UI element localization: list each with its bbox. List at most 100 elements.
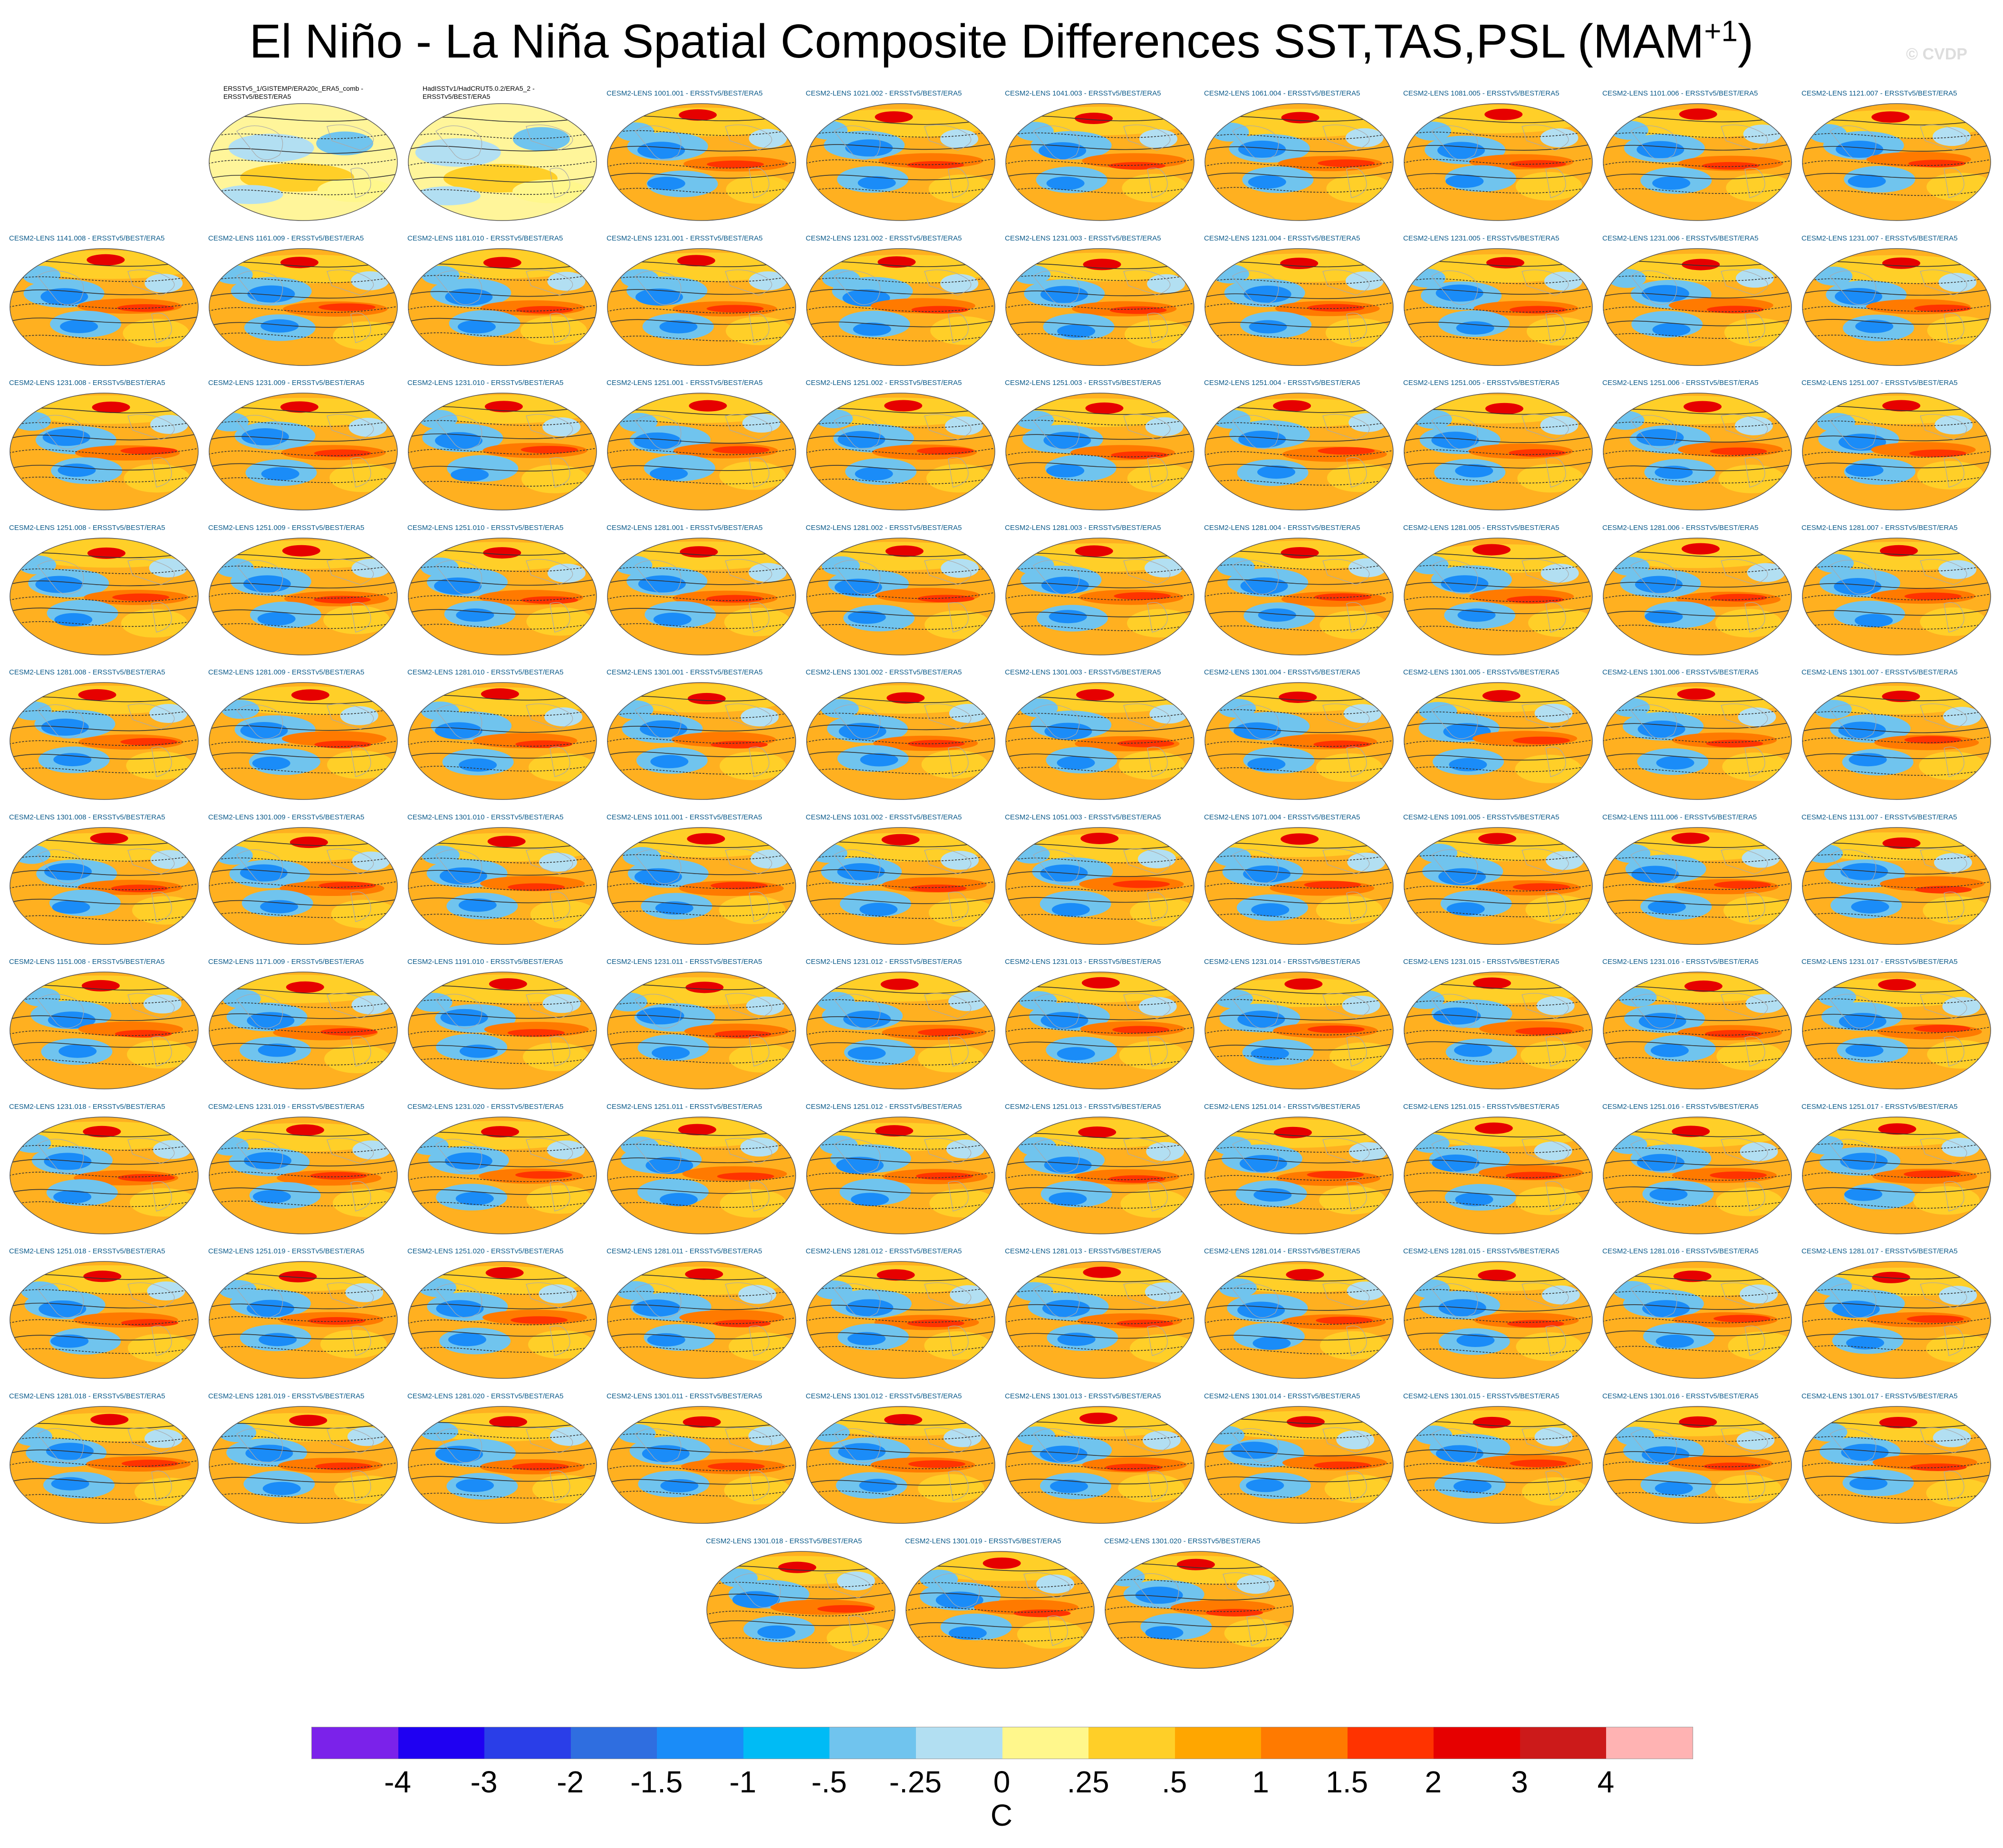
globe-map [1005, 248, 1194, 366]
panel-title: ERSSTv5_1/GISTEMP/ERA20c_ERA5_comb - ERS… [223, 85, 364, 100]
title-superscript: +1 [1704, 15, 1738, 48]
map-panel: CESM2-LENS 1251.017 - ERSSTv5/BEST/ERA5 [1801, 1103, 1992, 1241]
globe-map [10, 393, 199, 510]
panel-title: CESM2-LENS 1281.019 - ERSSTv5/BEST/ERA5 [208, 1392, 365, 1400]
panel-title: CESM2-LENS 1231.002 - ERSSTv5/BEST/ERA5 [806, 234, 962, 242]
panel-title: CESM2-LENS 1301.012 - ERSSTv5/BEST/ERA5 [806, 1392, 962, 1400]
map-panel: CESM2-LENS 1151.008 - ERSSTv5/BEST/ERA5 [9, 958, 199, 1096]
panel-title: CESM2-LENS 1231.010 - ERSSTv5/BEST/ERA5 [407, 379, 564, 387]
panel-title: CESM2-LENS 1281.002 - ERSSTv5/BEST/ERA5 [806, 524, 962, 532]
globe-map [10, 682, 199, 800]
map-panel: CESM2-LENS 1251.011 - ERSSTv5/BEST/ERA5 [607, 1103, 797, 1241]
panel-title: CESM2-LENS 1081.005 - ERSSTv5/BEST/ERA5 [1403, 89, 1560, 97]
map-panel: CESM2-LENS 1281.014 - ERSSTv5/BEST/ERA5 [1204, 1247, 1394, 1385]
panel-title: CESM2-LENS 1281.008 - ERSSTv5/BEST/ERA5 [9, 668, 165, 676]
panel-title: CESM2-LENS 1251.019 - ERSSTv5/BEST/ERA5 [208, 1247, 365, 1255]
colorbar-box [1002, 1727, 1089, 1759]
panel-title: CESM2-LENS 1171.009 - ERSSTv5/BEST/ERA5 [208, 958, 364, 966]
map-panel: CESM2-LENS 1281.010 - ERSSTv5/BEST/ERA5 [407, 668, 597, 806]
panel-title: CESM2-LENS 1231.012 - ERSSTv5/BEST/ERA5 [806, 958, 962, 966]
panel-title: HadISSTv1/HadCRUT5.0.2/ERA5_2 - ERSSTv5/… [423, 85, 535, 100]
panel-grid: ERSSTv5_1/GISTEMP/ERA20c_ERA5_comb - ERS… [9, 85, 1992, 1675]
globe-map [806, 538, 995, 655]
globe-map [209, 1116, 398, 1234]
globe-map [607, 682, 796, 800]
map-panel: CESM2-LENS 1301.014 - ERSSTv5/BEST/ERA5 [1204, 1392, 1394, 1530]
panel-title: CESM2-LENS 1231.003 - ERSSTv5/BEST/ERA5 [1005, 234, 1161, 242]
map-panel: CESM2-LENS 1231.016 - ERSSTv5/BEST/ERA5 [1602, 958, 1792, 1096]
globe-map [209, 1261, 398, 1379]
map-panel: CESM2-LENS 1131.007 - ERSSTv5/BEST/ERA5 [1801, 813, 1992, 951]
map-panel: CESM2-LENS 1181.010 - ERSSTv5/BEST/ERA5 [407, 234, 597, 372]
globe-map [806, 682, 995, 800]
colorbar-tick-label: -4 [384, 1765, 412, 1799]
panel-title: CESM2-LENS 1051.003 - ERSSTv5/BEST/ERA5 [1005, 813, 1161, 821]
globe-map [607, 538, 796, 655]
panel-title: CESM2-LENS 1251.014 - ERSSTv5/BEST/ERA5 [1204, 1103, 1360, 1111]
globe-map [607, 972, 796, 1089]
globe-map [806, 1116, 995, 1234]
map-panel: CESM2-LENS 1251.003 - ERSSTv5/BEST/ERA5 [1005, 379, 1195, 517]
globe-map [806, 1261, 995, 1379]
colorbar-box [743, 1727, 830, 1759]
panel-title: CESM2-LENS 1231.011 - ERSSTv5/BEST/ERA5 [607, 958, 762, 966]
colorbar-tick-label: 4 [1597, 1765, 1615, 1799]
map-panel: CESM2-LENS 1301.019 - ERSSTv5/BEST/ERA5 [905, 1537, 1095, 1675]
globe-map [1204, 1406, 1394, 1524]
map-panel: CESM2-LENS 1231.006 - ERSSTv5/BEST/ERA5 [1602, 234, 1792, 372]
globe-map [1105, 1551, 1294, 1669]
panel-title: CESM2-LENS 1071.004 - ERSSTv5/BEST/ERA5 [1204, 813, 1360, 821]
globe-map [1404, 972, 1593, 1089]
panel-title: CESM2-LENS 1151.008 - ERSSTv5/BEST/ERA5 [9, 958, 165, 966]
map-panel: CESM2-LENS 1281.006 - ERSSTv5/BEST/ERA5 [1602, 524, 1792, 662]
panel-title: CESM2-LENS 1231.020 - ERSSTv5/BEST/ERA5 [407, 1103, 564, 1111]
map-panel: CESM2-LENS 1281.007 - ERSSTv5/BEST/ERA5 [1801, 524, 1992, 662]
globe-map [1802, 1406, 1991, 1524]
map-panel: CESM2-LENS 1301.005 - ERSSTv5/BEST/ERA5 [1403, 668, 1593, 806]
colorbar-tick-label: 2 [1425, 1765, 1442, 1799]
panel-title: CESM2-LENS 1061.004 - ERSSTv5/BEST/ERA5 [1204, 89, 1360, 97]
globe-map [1404, 1406, 1593, 1524]
panel-title: CESM2-LENS 1251.016 - ERSSTv5/BEST/ERA5 [1602, 1103, 1759, 1111]
globe-map [408, 1261, 597, 1379]
map-panel: CESM2-LENS 1121.007 - ERSSTv5/BEST/ERA5 [1801, 89, 1992, 227]
map-panel: CESM2-LENS 1301.016 - ERSSTv5/BEST/ERA5 [1602, 1392, 1792, 1530]
map-panel: CESM2-LENS 1251.013 - ERSSTv5/BEST/ERA5 [1005, 1103, 1195, 1241]
panel-title: CESM2-LENS 1231.016 - ERSSTv5/BEST/ERA5 [1602, 958, 1759, 966]
map-panel: CESM2-LENS 1251.015 - ERSSTv5/BEST/ERA5 [1403, 1103, 1593, 1241]
panel-title: CESM2-LENS 1281.020 - ERSSTv5/BEST/ERA5 [407, 1392, 564, 1400]
map-panel: CESM2-LENS 1281.017 - ERSSTv5/BEST/ERA5 [1801, 1247, 1992, 1385]
globe-map [1204, 682, 1394, 800]
panel-title: CESM2-LENS 1301.007 - ERSSTv5/BEST/ERA5 [1801, 668, 1958, 676]
globe-map [1802, 393, 1991, 510]
globe-map [1204, 103, 1394, 221]
panel-title: CESM2-LENS 1231.005 - ERSSTv5/BEST/ERA5 [1403, 234, 1560, 242]
globe-map [209, 393, 398, 510]
panel-title: CESM2-LENS 1011.001 - ERSSTv5/BEST/ERA5 [607, 813, 762, 821]
panel-title: CESM2-LENS 1301.004 - ERSSTv5/BEST/ERA5 [1204, 668, 1360, 676]
globe-map [1204, 248, 1394, 366]
panel-title: CESM2-LENS 1231.013 - ERSSTv5/BEST/ERA5 [1005, 958, 1161, 966]
colorbar-box [570, 1727, 657, 1759]
panel-title: CESM2-LENS 1251.006 - ERSSTv5/BEST/ERA5 [1602, 379, 1759, 387]
colorbar-box [915, 1727, 1002, 1759]
panel-title: CESM2-LENS 1231.018 - ERSSTv5/BEST/ERA5 [9, 1103, 165, 1111]
map-panel: CESM2-LENS 1251.005 - ERSSTv5/BEST/ERA5 [1403, 379, 1593, 517]
panel-title: CESM2-LENS 1251.005 - ERSSTv5/BEST/ERA5 [1403, 379, 1560, 387]
globe-map [1005, 1116, 1194, 1234]
colorbar-box [1520, 1727, 1607, 1759]
map-panel: ERSSTv5_1/GISTEMP/ERA20c_ERA5_comb - ERS… [208, 85, 398, 227]
globe-map [706, 1551, 896, 1669]
map-panel: CESM2-LENS 1111.006 - ERSSTv5/BEST/ERA5 [1602, 813, 1792, 951]
map-panel: CESM2-LENS 1281.009 - ERSSTv5/BEST/ERA5 [208, 668, 398, 806]
panel-title: CESM2-LENS 1161.009 - ERSSTv5/BEST/ERA5 [208, 234, 364, 242]
panel-title: CESM2-LENS 1231.014 - ERSSTv5/BEST/ERA5 [1204, 958, 1360, 966]
panel-title: CESM2-LENS 1281.018 - ERSSTv5/BEST/ERA5 [9, 1392, 165, 1400]
globe-map [10, 1406, 199, 1524]
map-panel: CESM2-LENS 1231.013 - ERSSTv5/BEST/ERA5 [1005, 958, 1195, 1096]
map-panel: CESM2-LENS 1251.019 - ERSSTv5/BEST/ERA5 [208, 1247, 398, 1385]
globe-map [1005, 103, 1194, 221]
panel-title: CESM2-LENS 1281.003 - ERSSTv5/BEST/ERA5 [1005, 524, 1161, 532]
map-panel: CESM2-LENS 1061.004 - ERSSTv5/BEST/ERA5 [1204, 89, 1394, 227]
globe-map [1802, 972, 1991, 1089]
